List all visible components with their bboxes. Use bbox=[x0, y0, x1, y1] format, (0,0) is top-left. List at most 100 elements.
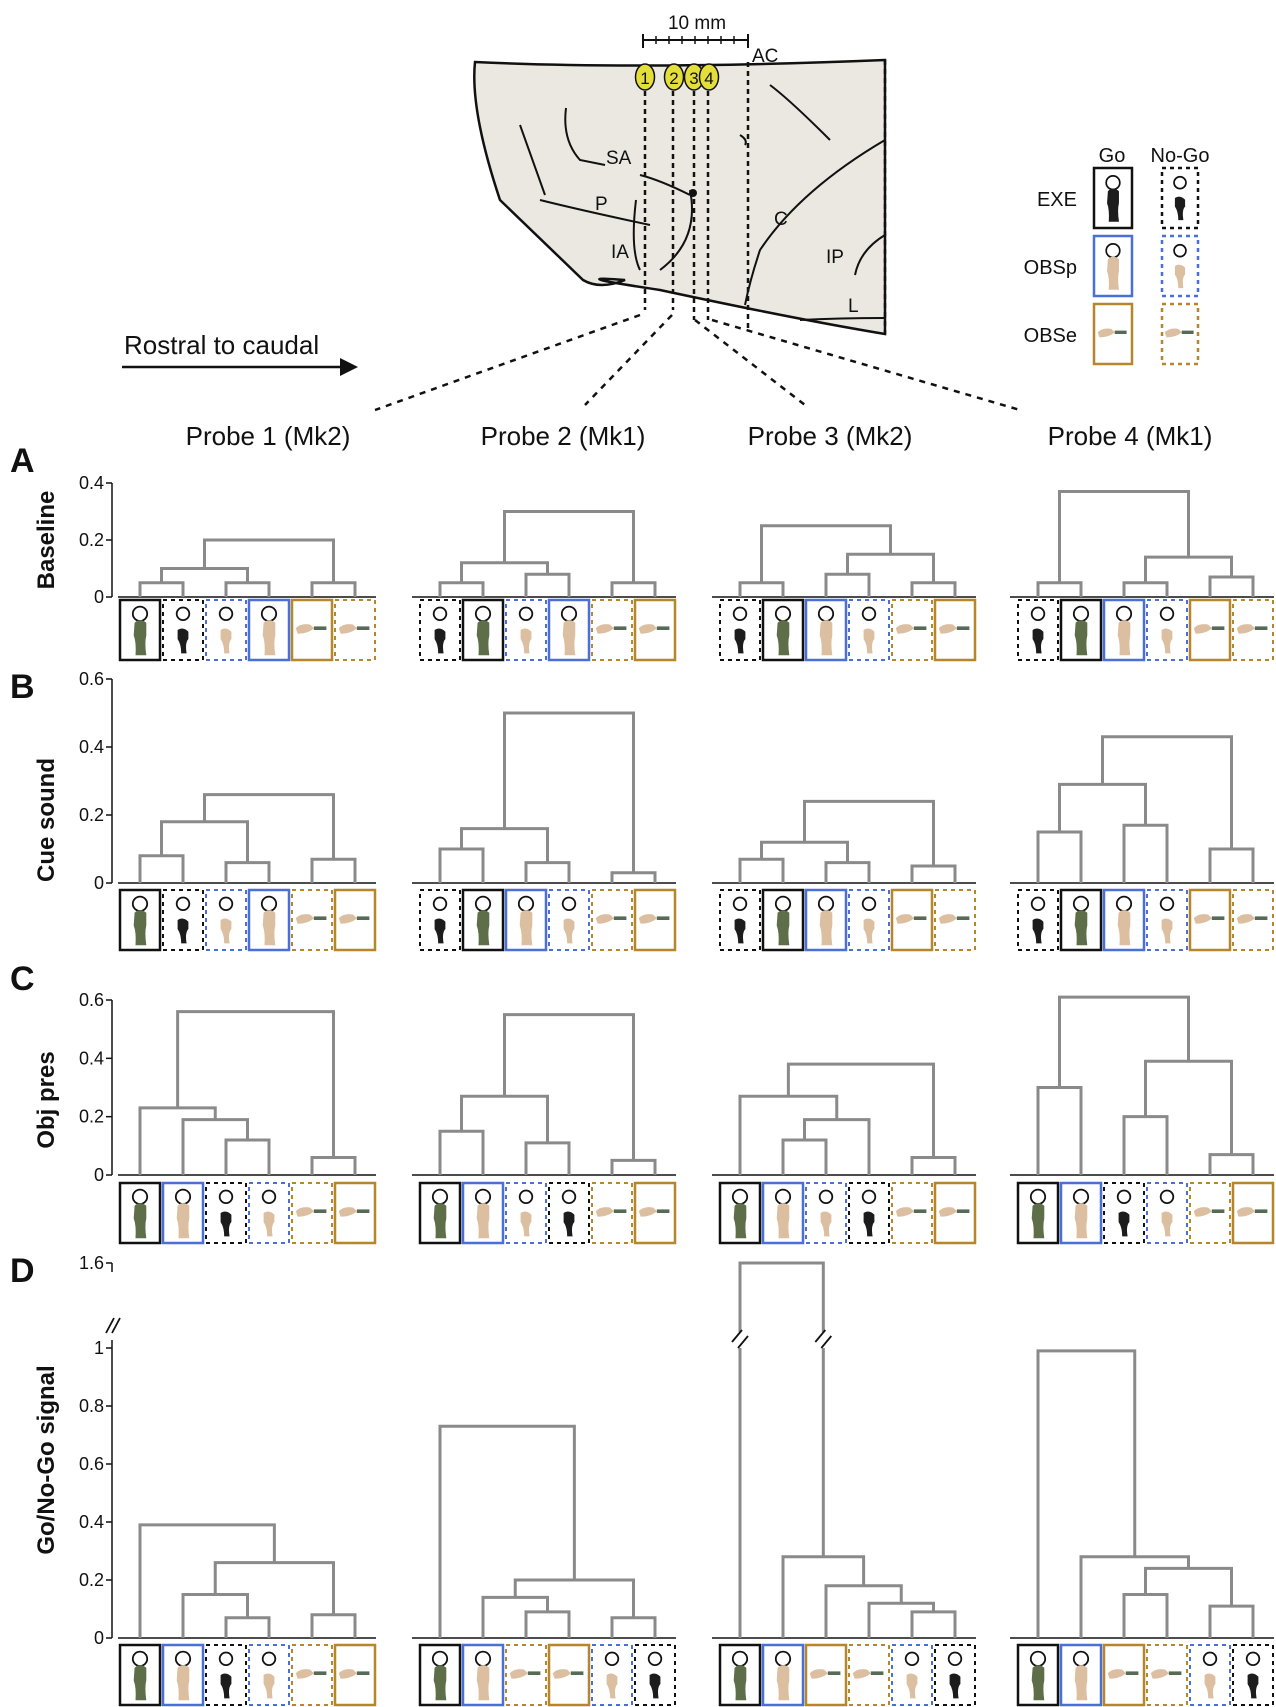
dendrogram-link bbox=[524, 861, 571, 883]
probe-marker-label: 2 bbox=[669, 69, 678, 88]
legend-condition-label: OBSe bbox=[1024, 325, 1077, 347]
dendrogram-link bbox=[824, 572, 871, 597]
dendrogram-link bbox=[1122, 581, 1169, 597]
y-axis: 0 0.2 0.4 0.6 bbox=[79, 990, 113, 1185]
brain-label: P bbox=[595, 194, 608, 215]
y-tick-label: 0.4 bbox=[79, 473, 104, 493]
dendrogram-link bbox=[460, 1094, 549, 1143]
dendrogram-probe-2 bbox=[412, 1013, 677, 1245]
dendrogram-link bbox=[1101, 735, 1233, 849]
y-tick-label: 0.2 bbox=[79, 805, 104, 825]
brain-label: IP bbox=[826, 247, 844, 268]
leaf-icons bbox=[418, 1643, 676, 1707]
dendrogram-link bbox=[1208, 575, 1255, 597]
dendrogram-link bbox=[138, 854, 185, 883]
probe-leader-lines bbox=[374, 313, 1021, 412]
dendrogram-link bbox=[524, 1141, 571, 1175]
dendrogram-link bbox=[1036, 581, 1083, 597]
y-tick-label: 0.2 bbox=[79, 1107, 104, 1127]
scale-bar-label: 10 mm bbox=[668, 13, 726, 34]
y-tick-label: 1.6 bbox=[79, 1253, 104, 1273]
leaf-icons bbox=[118, 888, 377, 952]
brain-label: L bbox=[848, 296, 859, 317]
dendrogram-link bbox=[610, 1616, 657, 1638]
probe-marker-label: 4 bbox=[704, 69, 713, 88]
dendrogram-link bbox=[1208, 1153, 1255, 1175]
dendrogram-link bbox=[1144, 1566, 1233, 1607]
dendrogram-probe-4 bbox=[1010, 1349, 1274, 1707]
y-axis-label: Cue sound bbox=[33, 758, 60, 882]
y-tick-label: 0.4 bbox=[79, 1512, 104, 1532]
dendrogram-link bbox=[438, 581, 485, 597]
rostral-caudal-arrow: Rostral to caudal bbox=[122, 330, 358, 376]
dendrogram-link bbox=[138, 1106, 217, 1175]
y-axis-label: Baseline bbox=[33, 491, 60, 590]
brain-labels: AC SA P IA C IP L bbox=[595, 46, 859, 317]
dendrogram-probe-3 bbox=[712, 799, 976, 952]
leaf-icons bbox=[1016, 1643, 1274, 1707]
dendrogram-probe-4 bbox=[1010, 735, 1274, 952]
dendrogram-link bbox=[738, 581, 785, 597]
leaf-icons bbox=[118, 1643, 377, 1707]
dendrogram-link bbox=[910, 1156, 957, 1175]
panel-a: A Baseline 0 0.2 0.4 bbox=[10, 442, 1274, 662]
y-axis: 0 0.2 0.4 0.6 bbox=[79, 669, 113, 893]
dendrogram-link bbox=[138, 1523, 276, 1638]
dendrogram-link bbox=[176, 1010, 335, 1158]
probe-marker-1: 1 bbox=[634, 63, 656, 91]
y-tick-label: 0 bbox=[94, 587, 104, 607]
y-tick-label: 0.6 bbox=[79, 669, 104, 689]
legend-row-obsp: OBSp bbox=[1024, 234, 1200, 298]
dendrogram-link bbox=[503, 711, 635, 873]
dendrogram-link bbox=[1036, 1086, 1083, 1175]
dendrogram-link bbox=[224, 1616, 271, 1638]
dendrogram-link bbox=[781, 1555, 866, 1638]
dendrogram-link bbox=[224, 861, 271, 883]
dendrogram-link bbox=[213, 1561, 335, 1615]
y-axis: 0 0.2 0.4 0.6 0.8 1 1.6 bbox=[79, 1253, 121, 1648]
dendrogram-link bbox=[203, 538, 335, 583]
y-tick-label: 0.4 bbox=[79, 737, 104, 757]
leaf-icons bbox=[719, 598, 977, 662]
y-tick-label: 0.6 bbox=[79, 990, 104, 1010]
dendrogram-link bbox=[503, 510, 635, 583]
dendrogram-link bbox=[503, 1013, 635, 1161]
dendrogram-link bbox=[524, 572, 571, 597]
dendrogram-link bbox=[910, 864, 957, 883]
probe-title: Probe 3 (Mk2) bbox=[748, 421, 913, 451]
dendrogram-link bbox=[803, 799, 935, 866]
panel-letter: B bbox=[10, 668, 35, 706]
dendrogram-link bbox=[738, 857, 785, 883]
dendrogram-link bbox=[824, 1584, 903, 1638]
legend: Go No-Go EXE OBSp OBSe bbox=[1024, 145, 1209, 366]
dendrogram-link bbox=[610, 1158, 657, 1175]
dendrogram-link bbox=[1122, 1593, 1169, 1638]
y-tick-label: 0 bbox=[94, 1165, 104, 1185]
dendrogram-link bbox=[460, 827, 549, 863]
dendrogram-link bbox=[867, 1601, 935, 1638]
dendrogram-probe-1 bbox=[118, 1523, 377, 1707]
dendrogram-link bbox=[1058, 490, 1190, 583]
dendrogram-link bbox=[181, 1118, 249, 1175]
leaf-icons bbox=[1016, 1181, 1275, 1245]
dendrogram-probe-4 bbox=[1010, 995, 1275, 1245]
dendrogram-link bbox=[1208, 847, 1255, 883]
y-tick-label: 0.4 bbox=[79, 1048, 104, 1068]
dendrogram-link bbox=[1208, 1604, 1255, 1638]
dendrogram-link bbox=[610, 581, 657, 597]
dendrogram-link bbox=[781, 1138, 828, 1175]
y-tick-label: 0.8 bbox=[79, 1396, 104, 1416]
brain-outline bbox=[473, 58, 887, 336]
probe-tracks bbox=[643, 60, 887, 334]
probe-titles: Probe 1 (Mk2) Probe 2 (Mk1) Probe 3 (Mk2) P… bbox=[186, 421, 1213, 451]
probe-title: Probe 2 (Mk1) bbox=[481, 421, 646, 451]
dendrogram-probe-3 bbox=[712, 1062, 977, 1245]
leaf-icons bbox=[118, 1181, 377, 1245]
dendrogram-link bbox=[481, 1595, 549, 1638]
dendrogram-link bbox=[910, 1610, 957, 1638]
dendrogram-link bbox=[610, 871, 657, 883]
dendrogram-link bbox=[846, 552, 935, 583]
dendrogram-probe-2 bbox=[412, 711, 677, 952]
